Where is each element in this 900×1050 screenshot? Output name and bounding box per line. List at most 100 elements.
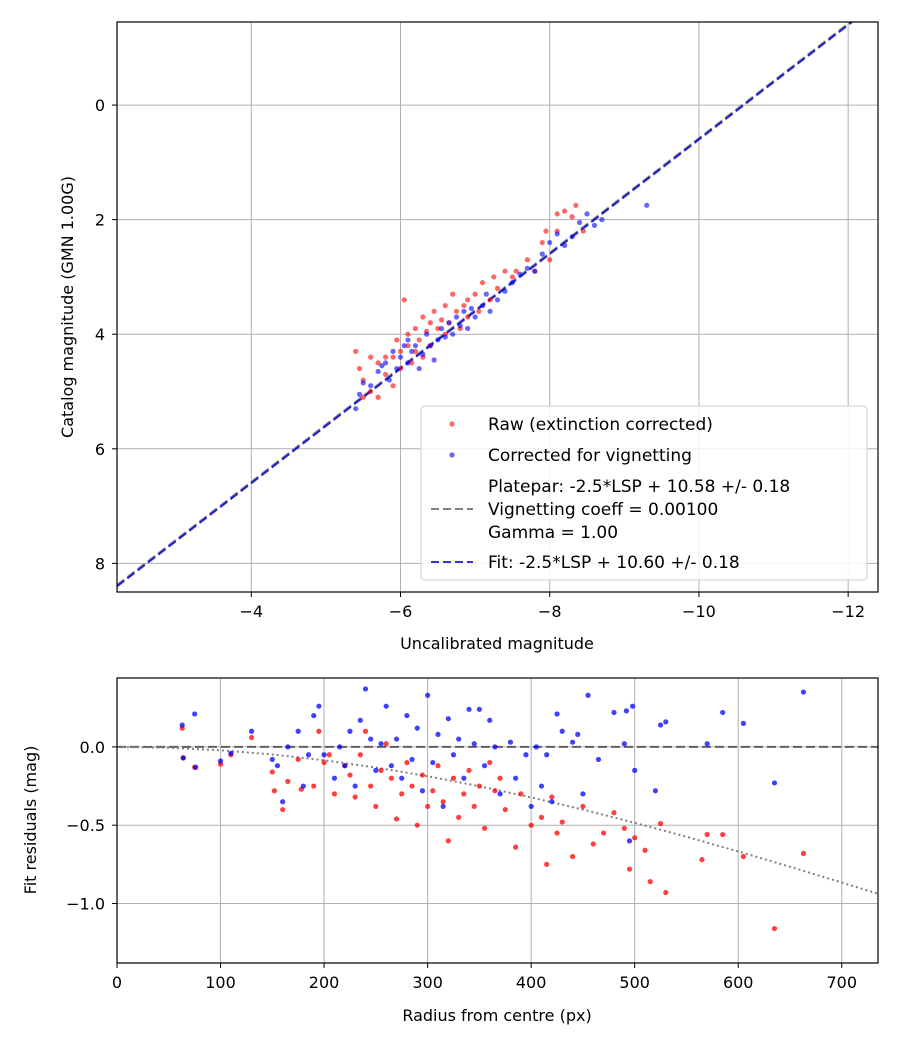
residual-raw-point — [580, 803, 586, 810]
raw-point — [431, 308, 437, 314]
raw-point — [491, 274, 497, 280]
residual-raw-point — [388, 775, 394, 781]
residual-raw-point — [373, 803, 379, 810]
residual-corrected-point — [295, 728, 301, 734]
residual-raw-point — [569, 853, 576, 860]
residual-corrected-point — [300, 783, 306, 789]
raw-point — [412, 325, 419, 332]
raw-point — [573, 202, 579, 208]
top-y-tick-label: 4 — [95, 325, 105, 344]
top-series-corrected — [353, 202, 650, 412]
top-reference-lines — [117, 22, 854, 588]
bottom-plot-frame — [116, 677, 879, 964]
residual-corrected-point — [740, 720, 747, 727]
raw-point — [409, 360, 415, 366]
residual-corrected-point — [456, 736, 462, 742]
corrected-point — [450, 331, 456, 337]
residual-raw-point — [456, 814, 462, 820]
residual-raw-point — [409, 783, 415, 789]
raw-point — [476, 308, 482, 314]
corrected-point — [472, 314, 478, 320]
corrected-point — [468, 305, 474, 312]
residual-raw-point — [280, 806, 286, 813]
corrected-point — [438, 325, 445, 332]
residual-corrected-point — [549, 799, 555, 805]
raw-point — [382, 371, 389, 377]
top-y-tick-label: 0 — [95, 96, 105, 115]
residual-corrected-point — [305, 752, 312, 758]
bottom-y-ticks: 0.0 −0.5 −1.0 — [66, 738, 117, 913]
residual-raw-point — [352, 794, 358, 800]
corrected-point — [379, 363, 385, 369]
top-y-axis-label: Catalog magnitude (GMN 1.00G) — [58, 176, 77, 438]
top-plot-frame — [116, 21, 879, 593]
residual-raw-point — [285, 778, 291, 784]
raw-point — [494, 285, 501, 291]
top-y-tick-label: 8 — [95, 554, 105, 573]
raw-point — [543, 228, 549, 234]
top-y-tick-label: 6 — [95, 440, 105, 459]
corrected-point — [353, 406, 359, 412]
residual-corrected-point — [342, 763, 348, 769]
raw-point — [382, 354, 389, 360]
corrected-point — [375, 368, 381, 375]
residual-corrected-point — [357, 717, 363, 723]
raw-point — [539, 239, 545, 246]
raw-point — [401, 297, 407, 303]
corrected-point — [547, 239, 553, 246]
raw-point — [524, 257, 530, 263]
residual-corrected-point — [393, 736, 400, 742]
residual-raw-point — [502, 806, 508, 813]
residual-raw-point — [476, 783, 482, 789]
residual-raw-point — [331, 791, 338, 797]
bottom-panel: 0 100 200 300 400 500 600 700 0.0 −0.5 −1.0 Radiu… — [21, 677, 879, 1025]
residual-corrected-point — [193, 764, 199, 770]
corrected-point — [424, 331, 430, 337]
residual-corrected-point — [274, 763, 281, 769]
residual-raw-point — [621, 825, 627, 831]
corrected-point — [412, 343, 419, 349]
corrected-point — [569, 234, 575, 240]
residual-corrected-point — [362, 686, 369, 692]
corrected-point — [405, 337, 411, 343]
residual-raw-point — [316, 728, 322, 734]
residual-corrected-point — [352, 783, 358, 789]
residual-raw-point — [632, 835, 638, 841]
residual-corrected-point — [378, 741, 384, 747]
corrected-point — [420, 351, 426, 357]
corrected-point — [394, 365, 400, 372]
corrected-point — [442, 334, 448, 340]
raw-point — [427, 320, 433, 326]
residual-raw-point — [362, 728, 369, 734]
residual-corrected-point — [461, 775, 467, 781]
residual-raw-point — [771, 925, 778, 932]
raw-point — [416, 337, 422, 343]
residual-corrected-point — [538, 783, 545, 789]
residual-raw-point — [378, 767, 384, 773]
residual-corrected-point — [533, 744, 539, 750]
residual-corrected-point — [180, 755, 186, 761]
residual-raw-point — [528, 822, 534, 828]
corrected-point — [356, 391, 363, 397]
corrected-point — [539, 251, 545, 257]
residual-raw-point — [492, 788, 498, 794]
bottom-x-tick-label: 100 — [205, 973, 236, 992]
residual-corrected-point — [632, 767, 638, 773]
corrected-point — [599, 217, 605, 223]
corrected-point — [483, 291, 489, 297]
bottom-x-tick-label: 600 — [723, 973, 754, 992]
residual-corrected-point — [373, 767, 379, 773]
residual-raw-point — [321, 759, 327, 766]
corrected-point — [368, 383, 374, 389]
residual-corrected-point — [368, 736, 374, 742]
top-x-ticks: −4 −6 −8 −10 −12 — [239, 592, 865, 621]
bottom-y-axis-label: Fit residuals (mag) — [21, 746, 40, 895]
legend-label-platepar: Platepar: -2.5*LSP + 10.58 +/- 0.18 — [488, 477, 790, 497]
corrected-point — [461, 308, 467, 314]
corrected-point — [644, 202, 650, 208]
residual-raw-point — [435, 763, 441, 769]
corrected-point — [494, 297, 501, 303]
raw-point — [394, 337, 400, 343]
legend-frame — [420, 405, 868, 581]
bottom-x-ticks: 0 100 200 300 400 500 600 700 — [112, 963, 857, 992]
